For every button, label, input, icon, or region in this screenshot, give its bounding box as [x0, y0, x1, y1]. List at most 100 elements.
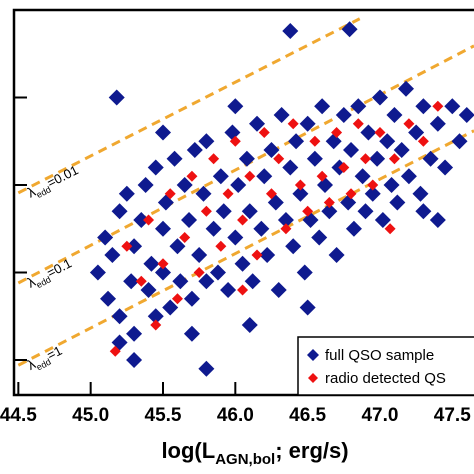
point [126, 325, 143, 342]
point [237, 214, 249, 226]
point [166, 150, 183, 167]
point [432, 100, 444, 112]
point [412, 185, 429, 202]
plot-frame [12, 8, 474, 397]
x-tick-label: 44.5 [0, 405, 37, 426]
point [205, 220, 222, 237]
point [360, 124, 377, 141]
point [200, 205, 212, 217]
point [270, 282, 287, 298]
point [249, 115, 266, 132]
x-label-tail: ; erg/s) [275, 438, 348, 463]
edd-label: λedd=0.01 [24, 161, 82, 203]
point [287, 118, 299, 130]
point [237, 284, 249, 296]
point [193, 267, 205, 278]
x-tick-label: 46.5 [289, 405, 326, 426]
point [171, 293, 183, 305]
point [230, 177, 247, 193]
point [367, 179, 379, 191]
point [314, 98, 331, 115]
point [258, 127, 270, 138]
point [389, 194, 406, 211]
point [186, 142, 203, 158]
point [321, 203, 338, 220]
point [169, 238, 186, 255]
point [345, 220, 362, 237]
x-axis-label: log(LAGN,bol; erg/s) [161, 438, 348, 468]
point [121, 240, 133, 252]
point [111, 308, 128, 325]
point [181, 212, 198, 228]
point [215, 203, 232, 220]
point [403, 118, 415, 130]
legend-marker [307, 349, 319, 361]
x-tick-label: 45.0 [72, 405, 109, 426]
x-tick-label: 45.5 [145, 405, 182, 426]
point [386, 107, 403, 123]
point [126, 238, 143, 255]
point [97, 229, 114, 246]
point [422, 150, 439, 167]
point [343, 142, 360, 158]
point [147, 159, 164, 176]
point [294, 179, 306, 191]
point [244, 273, 261, 290]
point [89, 264, 106, 281]
point [172, 273, 189, 290]
point [400, 168, 417, 185]
legend: full QSO sample radio detected QS [297, 336, 474, 396]
point [335, 107, 352, 123]
point [100, 290, 117, 307]
point [154, 124, 171, 141]
point [143, 255, 160, 272]
lambda-value: =0.1 [44, 255, 74, 280]
point [354, 168, 371, 185]
point [220, 282, 237, 298]
point [191, 247, 208, 263]
legend-box [297, 336, 474, 396]
point [323, 197, 335, 208]
point [183, 290, 200, 307]
point [186, 170, 198, 182]
point [341, 21, 358, 38]
point [111, 203, 128, 220]
point [371, 89, 388, 106]
point [179, 232, 191, 243]
point [277, 212, 294, 228]
point [280, 223, 292, 235]
point [429, 212, 446, 228]
edd-line [17, 17, 361, 195]
point [437, 159, 454, 176]
point [352, 118, 364, 130]
legend-label: full QSO sample [325, 347, 434, 364]
point [209, 264, 226, 281]
point [340, 194, 357, 211]
points [89, 21, 474, 377]
point [224, 124, 241, 141]
point [227, 98, 244, 115]
point [104, 247, 121, 263]
point [251, 249, 263, 261]
point [360, 153, 372, 165]
point [292, 185, 309, 202]
x-tick-label: 46.0 [217, 405, 254, 426]
point [285, 238, 302, 255]
x-tick-label: 47.5 [434, 405, 471, 426]
point [259, 247, 276, 263]
point [282, 23, 299, 39]
point [374, 127, 386, 138]
point [458, 107, 474, 123]
point [164, 188, 176, 200]
legend-marker [308, 373, 318, 383]
point [309, 135, 321, 147]
lambda-value: =1 [44, 343, 64, 363]
edd-label: λedd=0.1 [24, 254, 75, 293]
point [444, 98, 461, 115]
point [408, 124, 425, 141]
point [176, 177, 193, 193]
point [162, 299, 179, 316]
axes: 44.5 45.0 45.5 46.0 46.5 47.0 47.5 full QSO sam… [0, 8, 474, 426]
point [253, 220, 270, 237]
